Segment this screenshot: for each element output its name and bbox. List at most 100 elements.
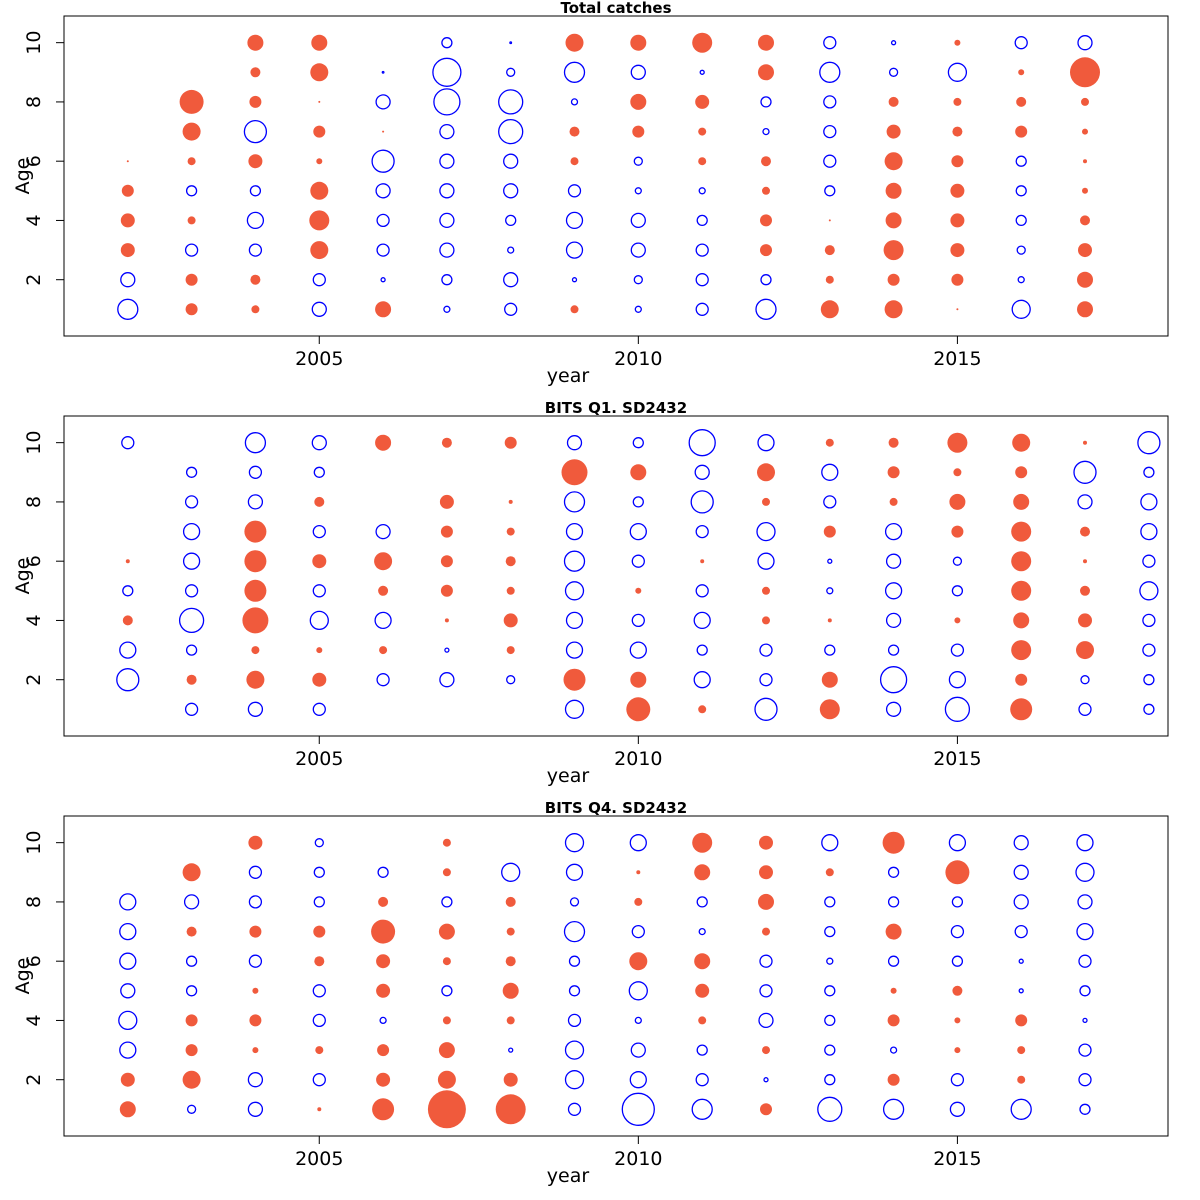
- chart-panel-2: BITS Q1. SD2432 2005 2010 2015 year 2 4 6 8 10 Age: [12, 399, 1169, 787]
- bubble-positive: [634, 897, 643, 906]
- bubble-positive: [1015, 673, 1028, 686]
- bubble-positive: [186, 926, 197, 937]
- bubble-positive: [952, 985, 963, 996]
- bubble-negative: [508, 1047, 514, 1053]
- bubble-negative: [184, 243, 199, 257]
- x-tick-label: 2005: [295, 748, 343, 770]
- bubble-negative: [567, 1102, 582, 1116]
- bubble-positive: [314, 496, 325, 507]
- bubble-negative: [1077, 494, 1093, 510]
- bubble-positive: [502, 982, 519, 999]
- bubble-positive: [821, 671, 838, 688]
- bubble-positive: [248, 154, 263, 169]
- bubble-negative: [375, 94, 391, 110]
- bubble-positive: [122, 615, 133, 626]
- bubble-negative: [688, 429, 716, 457]
- bubble-negative: [376, 213, 390, 228]
- bubble-negative: [119, 1041, 137, 1059]
- bubble-negative: [632, 437, 644, 449]
- bubble-positive: [442, 868, 451, 877]
- bubble-negative: [509, 41, 513, 45]
- bubble-negative: [1140, 522, 1158, 541]
- bubble-negative: [950, 924, 965, 939]
- bubble-negative: [1143, 466, 1155, 478]
- bubble-negative: [1017, 276, 1025, 284]
- y-tick-label: 10: [23, 31, 45, 55]
- bubble-negative: [246, 211, 265, 230]
- bubble-positive: [312, 672, 327, 687]
- bubble-positive: [1017, 1075, 1026, 1084]
- bubble-positive: [506, 1016, 515, 1025]
- bubble-negative: [312, 1073, 326, 1087]
- bubble-negative: [247, 701, 264, 717]
- bubble-negative: [885, 701, 902, 717]
- bubble-positive: [762, 586, 770, 595]
- bubble-negative: [313, 866, 325, 878]
- plot-frame: [63, 815, 1169, 1137]
- bubble-positive: [378, 896, 389, 907]
- bubble-negative: [374, 611, 392, 630]
- bubble-positive: [1011, 640, 1032, 661]
- bubble-negative: [506, 67, 516, 77]
- bubble-negative: [563, 920, 586, 943]
- bubble-positive: [1010, 698, 1033, 721]
- bubble-negative: [1076, 834, 1094, 852]
- bubble-positive: [950, 213, 965, 228]
- bubble-negative: [311, 435, 327, 451]
- bubble-positive: [956, 308, 959, 311]
- bubble-positive: [632, 125, 645, 138]
- bubble-positive: [819, 699, 840, 720]
- bubble-negative: [376, 673, 390, 687]
- bubble-positive: [179, 89, 204, 114]
- bubble-negative: [119, 952, 137, 970]
- x-tick-label: 2015: [933, 1148, 981, 1170]
- bubble-negative: [380, 277, 386, 283]
- bubble-negative: [948, 671, 967, 689]
- bubble-positive: [505, 956, 516, 967]
- bubble-negative: [950, 643, 965, 657]
- bubble-negative: [1077, 35, 1093, 51]
- bubble-negative: [827, 558, 833, 564]
- bubble-positive: [505, 556, 516, 567]
- bubble-positive: [251, 646, 260, 655]
- bubble-negative: [1076, 922, 1094, 941]
- bubble-positive: [120, 213, 135, 228]
- bubble-negative: [823, 154, 837, 168]
- bubble-positive: [121, 184, 134, 197]
- bubble-positive: [954, 617, 961, 624]
- bubble-positive: [503, 1072, 518, 1087]
- bubble-positive: [313, 925, 326, 938]
- bubble-positive: [1082, 187, 1088, 194]
- bubble-negative: [183, 894, 200, 910]
- bubble-negative: [760, 274, 772, 286]
- bubble-positive: [1077, 271, 1093, 288]
- bubble-negative: [244, 432, 267, 454]
- bubble-negative: [759, 954, 773, 968]
- bubble-positive: [1083, 440, 1087, 445]
- bubble-positive: [310, 241, 329, 260]
- bubble-positive: [1078, 613, 1092, 628]
- bubble-negative: [696, 644, 708, 656]
- bubble-negative: [1142, 643, 1156, 657]
- bubble-negative: [699, 69, 705, 75]
- bubble-negative: [826, 957, 834, 965]
- bubble-negative: [439, 212, 455, 229]
- bubble-positive: [762, 186, 770, 195]
- bubble-negative: [823, 495, 837, 509]
- bubble-positive: [951, 273, 964, 286]
- bubble-negative: [1014, 924, 1028, 939]
- bubble-positive: [182, 863, 201, 882]
- bubble-negative: [248, 243, 263, 257]
- y-axis-label: Age: [12, 158, 34, 195]
- bubble-positive: [250, 67, 261, 78]
- bubble-negative: [432, 57, 462, 87]
- bubble-negative: [249, 185, 262, 197]
- bubble-positive: [884, 300, 903, 319]
- bubble-negative: [762, 127, 770, 136]
- bubble-negative: [568, 955, 581, 967]
- bubble-positive: [318, 100, 321, 103]
- bubble-negative: [947, 62, 968, 82]
- bubble-positive: [951, 525, 964, 538]
- bubble-negative: [564, 699, 585, 719]
- bubble-negative: [695, 273, 709, 287]
